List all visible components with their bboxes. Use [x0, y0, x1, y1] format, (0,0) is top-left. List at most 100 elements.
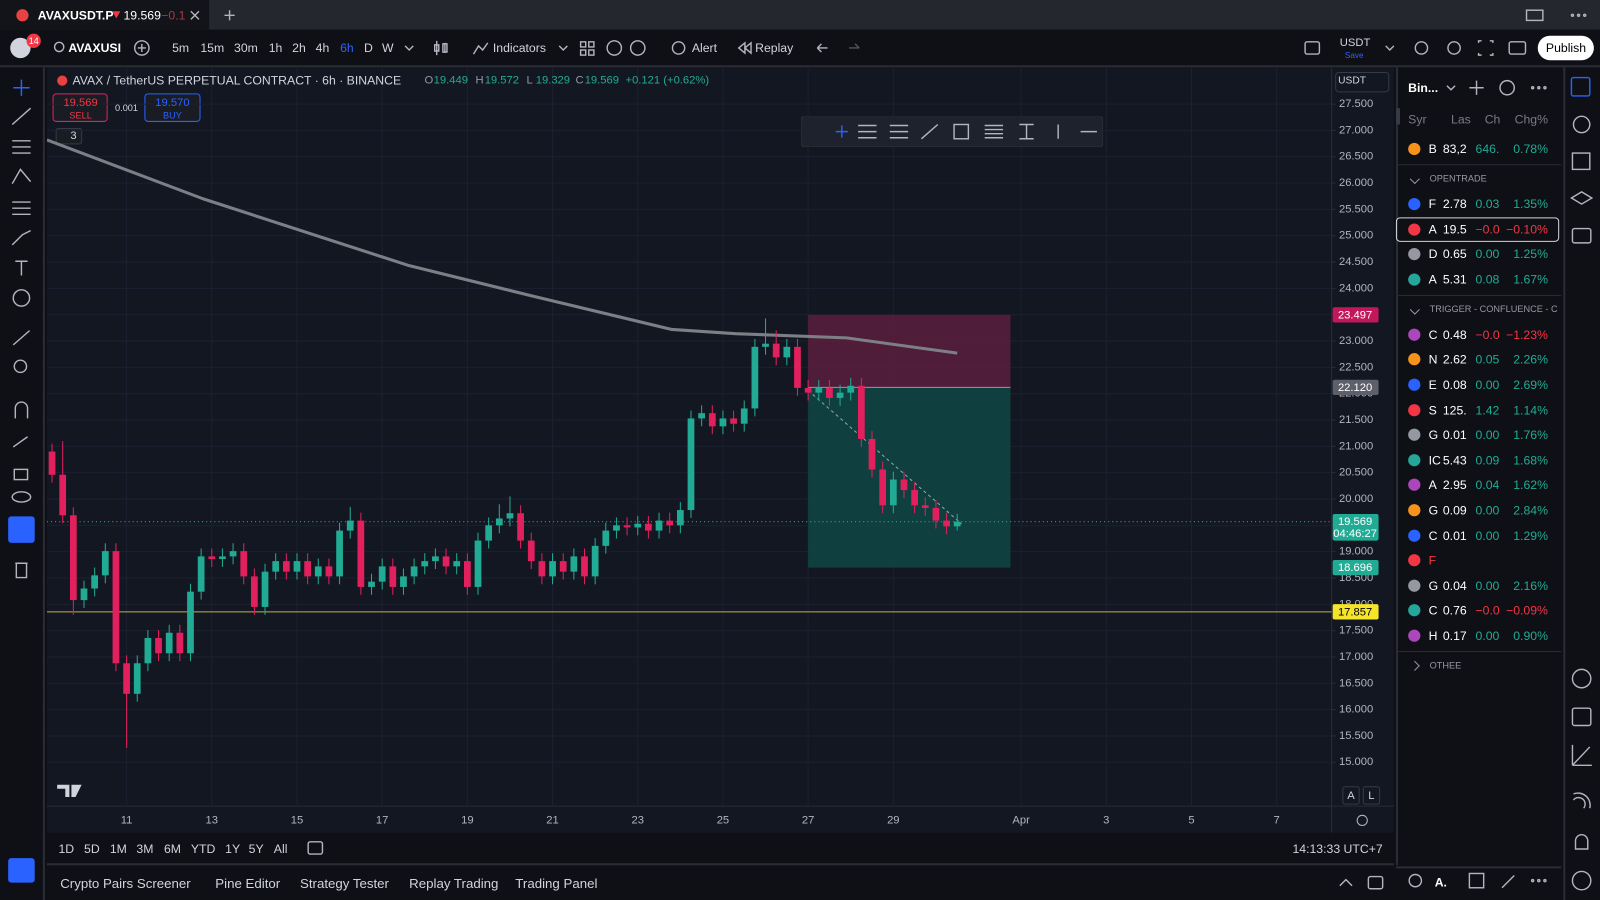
- range-button[interactable]: 1D: [58, 841, 75, 857]
- stay-drawing[interactable]: [12, 436, 28, 448]
- layout-icon[interactable]: [579, 41, 587, 48]
- indicators-button[interactable]: Indicators: [492, 40, 546, 56]
- indicator-count[interactable]: 3: [70, 129, 77, 142]
- new-tab[interactable]: [224, 10, 235, 21]
- range-button[interactable]: All: [273, 841, 288, 857]
- panel-tab[interactable]: Trading Panel: [515, 875, 598, 891]
- row-symbol[interactable]: C: [1428, 528, 1438, 543]
- section-header[interactable]: OTHEE: [1429, 660, 1462, 671]
- range-button[interactable]: 5Y: [248, 841, 264, 857]
- notifications-tab[interactable]: [1574, 833, 1589, 850]
- fullscreen[interactable]: [1477, 40, 1494, 56]
- log-scale[interactable]: [1362, 786, 1381, 805]
- projection-tool[interactable]: [12, 201, 31, 215]
- section-header[interactable]: OPENTRADE: [1429, 173, 1487, 184]
- alerts-tab[interactable]: [1572, 115, 1591, 134]
- row-symbol[interactable]: G: [1428, 503, 1439, 518]
- help-tab[interactable]: [1571, 870, 1592, 891]
- close-tab[interactable]: [190, 10, 200, 20]
- row-symbol[interactable]: E: [1428, 377, 1437, 392]
- more[interactable]: [1537, 878, 1541, 883]
- buy-button[interactable]: [144, 93, 201, 122]
- pattern-tool[interactable]: [11, 168, 32, 185]
- avatar[interactable]: [10, 37, 31, 59]
- undo[interactable]: [816, 43, 828, 53]
- column-header[interactable]: Las: [1451, 112, 1471, 127]
- range-button[interactable]: 1Y: [225, 841, 241, 857]
- hide-tool[interactable]: [11, 491, 32, 503]
- magnet-tool[interactable]: [14, 401, 29, 419]
- menu-dot[interactable]: [1576, 13, 1581, 18]
- chart-type[interactable]: [433, 40, 448, 56]
- list-chevron[interactable]: [1446, 85, 1456, 91]
- row-symbol[interactable]: F: [1428, 196, 1437, 212]
- emoji-tool[interactable]: [12, 289, 31, 307]
- measure-tool[interactable]: [12, 330, 31, 346]
- snapshot[interactable]: [1508, 41, 1527, 55]
- floating-toolbar[interactable]: [801, 116, 1104, 147]
- active-tab[interactable]: [0, 0, 210, 30]
- menu-dot[interactable]: [1582, 13, 1587, 18]
- row-symbol[interactable]: D: [1428, 247, 1438, 262]
- axis-button[interactable]: A: [1347, 789, 1355, 803]
- menu-dot[interactable]: [1570, 13, 1575, 18]
- chart[interactable]: 15.00015.50016.00016.50017.00017.50018.0…: [46, 67, 1394, 833]
- more[interactable]: [1537, 86, 1541, 90]
- range-button[interactable]: 1M: [109, 841, 127, 857]
- replay-icon[interactable]: [737, 41, 752, 55]
- interval-button[interactable]: 4h: [315, 40, 330, 56]
- row-symbol[interactable]: C: [1428, 603, 1438, 618]
- sell-label[interactable]: SELL: [69, 110, 92, 121]
- buy-price[interactable]: 19.570: [155, 96, 190, 110]
- layout-toggle[interactable]: [1304, 41, 1321, 55]
- range-button[interactable]: 3M: [136, 841, 154, 857]
- interval-button[interactable]: 15m: [200, 40, 225, 56]
- indicators-icon[interactable]: [472, 42, 489, 55]
- maximize-panel[interactable]: [1367, 875, 1384, 890]
- currency[interactable]: USDT: [1339, 36, 1371, 49]
- trading-tab[interactable]: [1571, 744, 1592, 767]
- quick-search[interactable]: [1414, 41, 1429, 55]
- publish-label[interactable]: Publish: [1545, 40, 1587, 56]
- range-button[interactable]: 5D: [84, 841, 100, 857]
- lock-tool[interactable]: [13, 468, 29, 481]
- layers-tab[interactable]: [1570, 191, 1594, 205]
- alert-button[interactable]: Alert: [691, 40, 718, 56]
- news-tab[interactable]: [1571, 152, 1591, 171]
- axis-currency-button[interactable]: [1335, 71, 1390, 93]
- panel-tab[interactable]: Crypto Pairs Screener: [60, 875, 191, 891]
- axis-button[interactable]: L: [1368, 789, 1375, 803]
- settings[interactable]: [1447, 41, 1461, 55]
- indicator-toggle[interactable]: [55, 128, 83, 145]
- panel-tab[interactable]: Pine Editor: [215, 875, 281, 891]
- fib-tool[interactable]: [12, 140, 31, 154]
- interval-button[interactable]: W: [381, 40, 394, 56]
- watchlist-tab[interactable]: [1570, 76, 1591, 97]
- interval-button[interactable]: 1h: [268, 40, 283, 56]
- window-icon[interactable]: [1525, 9, 1544, 22]
- crosshair-tool[interactable]: [13, 79, 30, 96]
- alert-icon[interactable]: [671, 41, 686, 55]
- favorites[interactable]: [8, 858, 35, 883]
- row-symbol[interactable]: IC: [1428, 452, 1441, 468]
- selected-row[interactable]: [1395, 216, 1560, 242]
- interval-button[interactable]: 2h: [292, 40, 306, 56]
- add-symbol[interactable]: [133, 40, 150, 56]
- indicators-chevron[interactable]: [558, 45, 568, 52]
- replay-button[interactable]: Replay: [755, 40, 794, 56]
- row-symbol[interactable]: N: [1428, 352, 1438, 367]
- column-header[interactable]: Syr: [1408, 112, 1427, 127]
- row-symbol[interactable]: A: [1428, 222, 1437, 237]
- expand-panel[interactable]: [1339, 878, 1353, 887]
- buy-label[interactable]: BUY: [163, 110, 182, 121]
- interval-button[interactable]: D: [363, 40, 373, 56]
- watchlist-footer-symbol[interactable]: A.: [1434, 875, 1447, 890]
- hotlist[interactable]: [629, 40, 646, 56]
- date-range[interactable]: [307, 841, 324, 855]
- row-symbol[interactable]: H: [1428, 628, 1438, 643]
- save[interactable]: Save: [1344, 51, 1364, 61]
- sell-button[interactable]: [52, 93, 108, 122]
- delete-tool[interactable]: [15, 562, 28, 579]
- chat-tab[interactable]: [1571, 227, 1592, 244]
- row-symbol[interactable]: A: [1428, 272, 1437, 287]
